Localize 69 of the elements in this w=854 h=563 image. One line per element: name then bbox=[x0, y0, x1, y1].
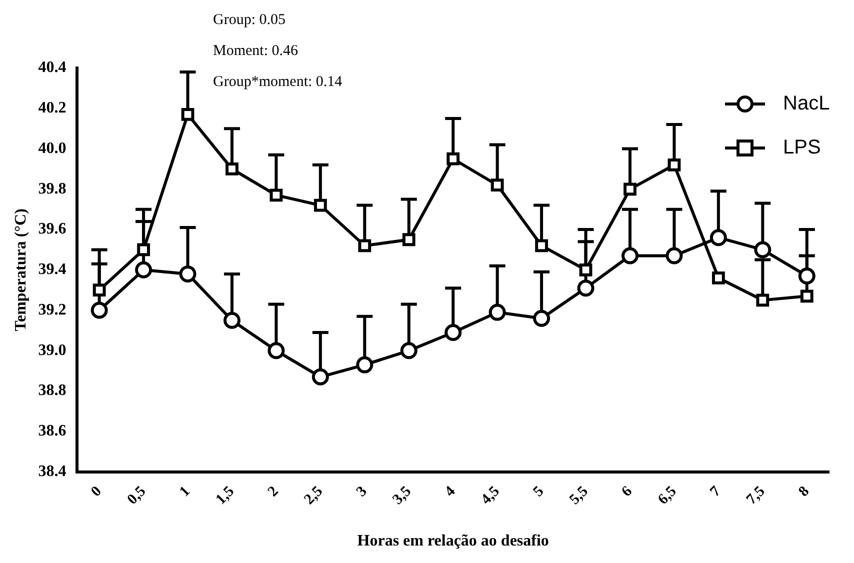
text: Moment: 0.46 bbox=[213, 42, 298, 59]
text: Group: 0.05 bbox=[213, 12, 286, 28]
y-axis-title: Temperatura (°C) bbox=[12, 208, 30, 332]
x-tick-label: 0 bbox=[88, 483, 105, 500]
x-tick-label: 0,5 bbox=[124, 483, 150, 508]
point bbox=[135, 261, 152, 278]
x-tick-label: 3 bbox=[354, 483, 370, 500]
point bbox=[666, 247, 683, 264]
y-tick-label: 38.6 bbox=[38, 422, 66, 440]
point bbox=[356, 356, 374, 374]
y-tick-label: 40.0 bbox=[38, 140, 66, 157]
point bbox=[668, 158, 681, 172]
point bbox=[312, 368, 329, 386]
x-tick-label: 2 bbox=[265, 483, 282, 500]
point bbox=[137, 243, 150, 256]
point bbox=[800, 290, 814, 303]
y-tick-label: 39.8 bbox=[38, 180, 66, 198]
x-tick-label: 8 bbox=[796, 483, 812, 500]
legend-label: LPS bbox=[783, 136, 821, 159]
x-tick-label: 5 bbox=[530, 483, 548, 500]
x-tick-label: 5,5 bbox=[566, 483, 592, 508]
x-tick-label: 1 bbox=[176, 483, 194, 500]
point bbox=[712, 272, 725, 284]
y-tick-label: 38.4 bbox=[38, 462, 66, 480]
point bbox=[624, 182, 636, 196]
point bbox=[179, 265, 196, 282]
point bbox=[798, 267, 816, 284]
x-axis-title: Horas em relação ao desafio bbox=[357, 532, 549, 550]
point bbox=[181, 108, 194, 121]
point bbox=[621, 247, 638, 264]
point bbox=[400, 342, 418, 360]
point bbox=[358, 239, 372, 252]
point bbox=[90, 302, 108, 319]
point bbox=[314, 198, 327, 212]
y-tick-label: 39.2 bbox=[38, 301, 66, 318]
x-tick-label: 1,5 bbox=[212, 483, 238, 508]
point bbox=[710, 229, 727, 246]
x-tick-label: 6 bbox=[618, 483, 636, 500]
point bbox=[488, 304, 506, 321]
x-tick-label: 3,5 bbox=[390, 483, 414, 508]
point bbox=[579, 263, 592, 276]
point bbox=[402, 233, 416, 246]
point bbox=[223, 312, 240, 329]
point bbox=[92, 284, 106, 297]
y-tick-label: 39.4 bbox=[38, 261, 66, 278]
y-tick-label: 40.4 bbox=[38, 59, 66, 76]
x-tick-label: 7,5 bbox=[744, 483, 768, 508]
point bbox=[577, 280, 594, 297]
x-tick-label: 4,5 bbox=[478, 483, 503, 508]
x-tick-label: 2,5 bbox=[301, 483, 326, 508]
x-tick-label: 4 bbox=[442, 483, 460, 500]
point bbox=[270, 188, 283, 202]
point bbox=[754, 241, 772, 258]
point bbox=[490, 178, 504, 192]
x-tick-label: 7 bbox=[707, 483, 724, 500]
legend-label: NacL bbox=[783, 92, 830, 115]
y-tick-label: 40.2 bbox=[38, 100, 66, 117]
point bbox=[444, 324, 462, 341]
annotation: Group*moment: 0.14 bbox=[213, 74, 343, 90]
y-tick-label: 38.8 bbox=[38, 382, 66, 400]
point bbox=[756, 294, 770, 307]
y-tick-label: 39.6 bbox=[38, 220, 66, 238]
point bbox=[446, 152, 460, 166]
y-tick-label: 39.0 bbox=[38, 342, 66, 359]
point bbox=[226, 162, 238, 176]
x-tick-label: 6,5 bbox=[655, 483, 680, 508]
point bbox=[533, 310, 550, 327]
point bbox=[268, 342, 285, 360]
point bbox=[535, 239, 548, 252]
